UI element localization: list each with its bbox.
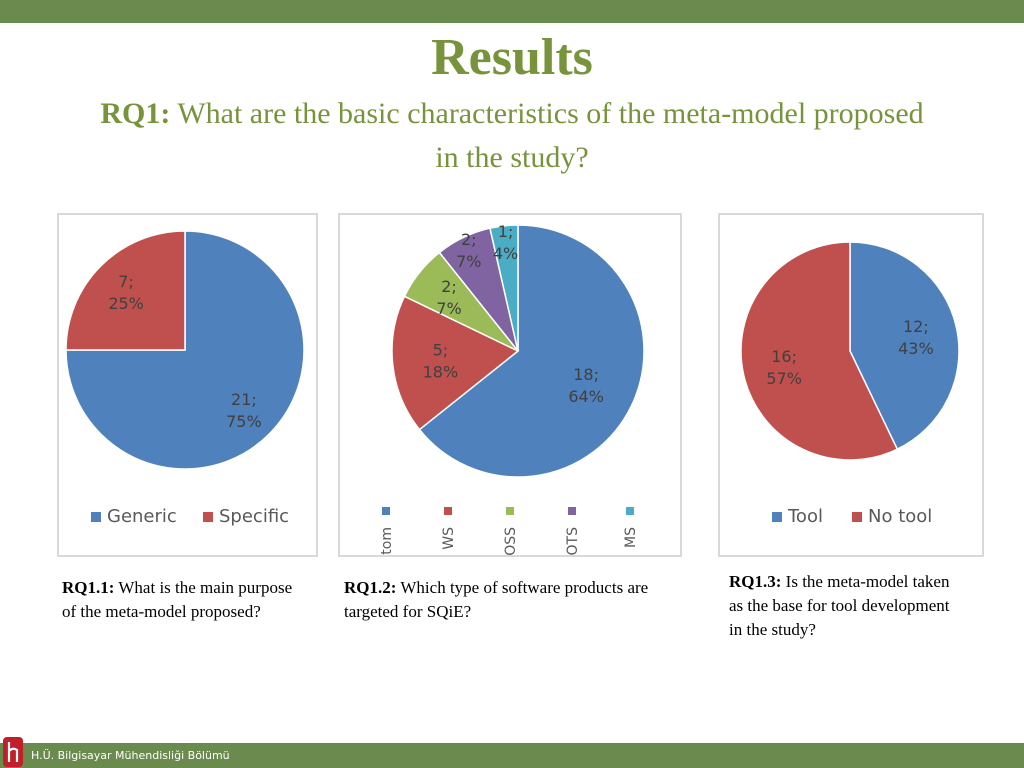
data-label-percent-generic: 75% (226, 412, 262, 431)
legend-label-generic: Generic (107, 506, 177, 527)
data-label-value-ws: 5; (433, 341, 449, 360)
pie-slice-generic (65, 230, 305, 470)
caption-rq1-1: RQ1.1: What is the main purpose of the m… (62, 576, 302, 624)
data-label-percent-no-tool: 57% (766, 369, 802, 388)
legend-swatch-ws (444, 507, 452, 515)
caption-label: RQ1.2: (344, 578, 397, 597)
legend-swatch-no-tool (852, 512, 862, 522)
legend-swatch-custom (382, 507, 390, 515)
legend-swatch-oss (506, 507, 514, 515)
data-label-percent-ms: 4% (493, 244, 518, 263)
caption-rq1-2: RQ1.2: Which type of software products a… (344, 576, 684, 624)
rq-label: RQ1: (100, 97, 171, 130)
caption-label: RQ1.3: (729, 572, 782, 591)
caption-rq1-3: RQ1.3: Is the meta-model taken as the ba… (729, 570, 959, 642)
pie-chart-tool: 12; 43% 16; 57% Tool No tool (740, 241, 960, 527)
pie-slice-ws (391, 295, 520, 431)
chart-panel-purpose: 21; 75% 7; 25% Generic Specific (57, 213, 318, 557)
chart-panel-product-type: 18; 64% 5; 18% 2; 7% 2; 7% 1; 4% Custom WS OSS COTS MS (338, 213, 682, 557)
data-label-percent-specific: 25% (108, 294, 144, 313)
data-label-percent-cots: 7% (456, 252, 481, 271)
caption-label: RQ1.1: (62, 578, 115, 597)
legend-label-cots: COTS (565, 527, 581, 555)
pie-chart-product-type: 18; 64% 5; 18% 2; 7% 2; 7% 1; 4% Custom WS OSS COTS MS (379, 222, 645, 555)
data-label-value-generic: 21; (231, 390, 257, 409)
pie-chart-purpose: 21; 75% 7; 25% Generic Specific (65, 230, 305, 527)
legend-label-ws: WS (441, 527, 457, 550)
data-label-value-custom: 18; (573, 365, 599, 384)
data-label-value-specific: 7; (118, 272, 134, 291)
legend-swatch-generic (91, 512, 101, 522)
legend-swatch-tool (772, 512, 782, 522)
pie-slice-ms (489, 224, 519, 352)
data-label-percent-tool: 43% (898, 339, 934, 358)
legend-label-ms: MS (623, 527, 639, 548)
pie-slice-custom (418, 224, 645, 478)
pie-slice-no-tool (740, 241, 899, 461)
data-label-percent-custom: 64% (568, 387, 604, 406)
data-label-value-tool: 12; (903, 317, 929, 336)
rq-text: What are the basic characteristics of th… (177, 97, 924, 174)
chart-panel-tool: 12; 43% 16; 57% Tool No tool (718, 213, 984, 557)
caption-text: Is the meta-model taken as the base for … (729, 572, 950, 639)
data-label-value-oss: 2; (441, 277, 457, 296)
top-bar (0, 0, 1024, 23)
caption-text: What is the main purpose of the meta-mod… (62, 578, 293, 621)
data-label-percent-ws: 18% (423, 363, 459, 382)
university-logo-icon (3, 737, 23, 767)
legend-swatch-specific (203, 512, 213, 522)
legend-swatch-cots (568, 507, 576, 515)
footer-text: H.Ü. Bilgisayar Mühendisliği Bölümü (31, 749, 230, 762)
data-label-value-ms: 1; (498, 222, 514, 241)
legend-label-custom: Custom (379, 527, 395, 555)
page-title: Results (431, 29, 593, 86)
data-label-value-cots: 2; (461, 230, 477, 249)
footer-bar: H.Ü. Bilgisayar Mühendisliği Bölümü (0, 743, 1024, 768)
data-label-value-no-tool: 16; (771, 347, 797, 366)
caption-text: Which type of software products are targ… (344, 578, 649, 621)
pie-slice-tool (849, 241, 960, 451)
legend-label-tool: Tool (787, 506, 823, 527)
legend-label-oss: OSS (503, 527, 519, 555)
research-question: RQ1: What are the basic characteristics … (100, 92, 924, 180)
legend-swatch-ms (626, 507, 634, 515)
pie-slice-specific (65, 230, 186, 351)
legend-label-no-tool: No tool (868, 506, 932, 527)
legend-label-specific: Specific (219, 506, 289, 527)
data-label-percent-oss: 7% (436, 299, 461, 318)
